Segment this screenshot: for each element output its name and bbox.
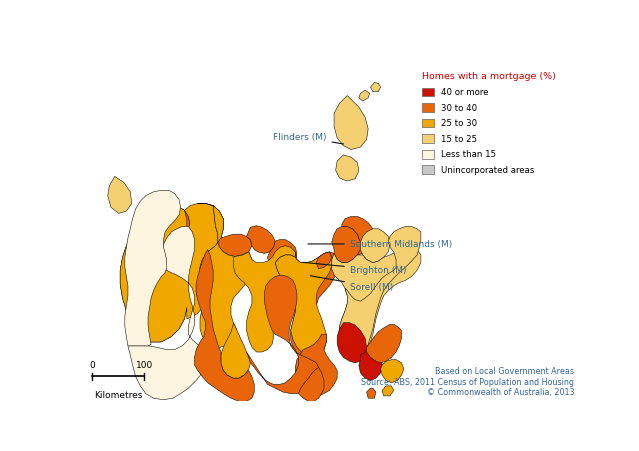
Polygon shape [247, 226, 275, 254]
Polygon shape [213, 206, 252, 257]
Text: Kilometres: Kilometres [94, 390, 142, 399]
Text: Sorell (M): Sorell (M) [311, 276, 393, 291]
Polygon shape [359, 91, 370, 102]
Bar [422, 120, 434, 128]
Polygon shape [120, 204, 223, 342]
Polygon shape [335, 156, 359, 182]
Polygon shape [128, 227, 205, 400]
Bar [422, 151, 434, 159]
Polygon shape [316, 253, 332, 269]
Text: 40 or more: 40 or more [442, 88, 489, 97]
Bar [422, 104, 434, 113]
Text: Unincorporated areas: Unincorporated areas [442, 166, 535, 175]
Bar [422, 166, 434, 175]
Text: Less than 15: Less than 15 [442, 150, 497, 159]
Text: 30 to 40: 30 to 40 [442, 103, 477, 112]
Bar [422, 88, 434, 97]
Text: Southern Midlands (M): Southern Midlands (M) [308, 240, 452, 249]
Text: 25 to 30: 25 to 30 [442, 119, 477, 128]
Polygon shape [367, 325, 401, 363]
Polygon shape [120, 206, 190, 342]
Polygon shape [334, 97, 368, 150]
Text: 0: 0 [89, 360, 95, 369]
Text: 100: 100 [135, 360, 153, 369]
Text: Homes with a mortgage (%): Homes with a mortgage (%) [422, 72, 555, 81]
Polygon shape [275, 253, 337, 355]
Polygon shape [233, 246, 297, 352]
Polygon shape [337, 323, 367, 363]
Polygon shape [360, 229, 390, 263]
Polygon shape [247, 276, 319, 394]
Polygon shape [342, 217, 374, 255]
Polygon shape [332, 248, 421, 355]
Text: Flinders (M): Flinders (M) [273, 133, 344, 145]
Text: Based on Local Government Areas
Source: ABS, 2011 Census of Population and Housi: Based on Local Government Areas Source: … [361, 367, 574, 396]
Polygon shape [382, 386, 394, 396]
Polygon shape [298, 368, 324, 401]
Polygon shape [268, 240, 297, 273]
Polygon shape [339, 227, 421, 355]
Text: Brighton (M): Brighton (M) [303, 263, 406, 275]
Polygon shape [221, 323, 250, 378]
Polygon shape [367, 388, 376, 398]
Polygon shape [332, 227, 360, 263]
Polygon shape [275, 253, 332, 358]
Polygon shape [197, 204, 252, 348]
Polygon shape [359, 350, 382, 381]
Text: 15 to 25: 15 to 25 [442, 134, 477, 143]
Polygon shape [108, 177, 132, 214]
Polygon shape [381, 360, 404, 383]
Polygon shape [371, 83, 381, 92]
Polygon shape [125, 191, 181, 346]
Polygon shape [194, 250, 254, 401]
Polygon shape [295, 335, 337, 396]
Bar [422, 135, 434, 144]
